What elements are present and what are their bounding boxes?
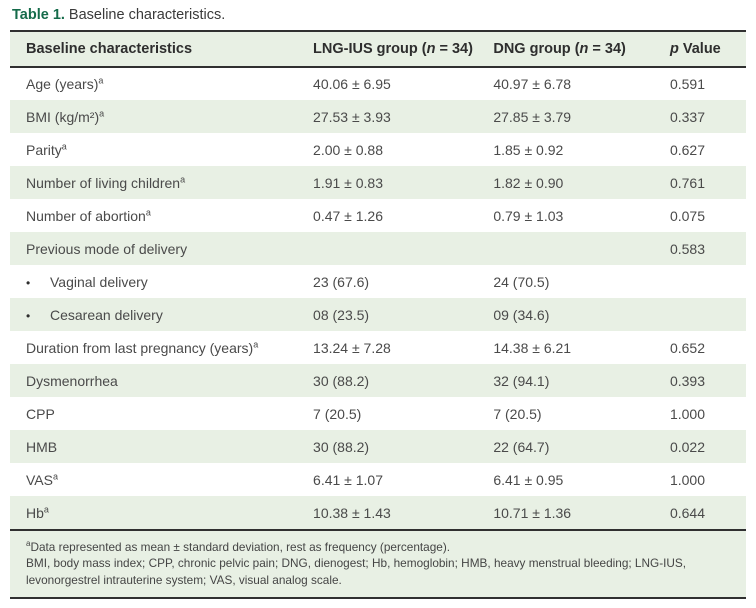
dng-value: 1.85 ± 0.92 [493, 141, 564, 158]
header-lng-ius-group: LNG-IUS group (n = 34) [297, 31, 478, 68]
lng-ius-value: 08 (23.5) [297, 298, 478, 331]
table-row: Dysmenorrhea 30 (88.2) 32 (94.1) 0.393 [10, 364, 746, 397]
lng-ius-value: 23 (67.6) [313, 273, 370, 290]
table-number: Table 1. [12, 7, 65, 23]
p-value: 0.591 [669, 76, 706, 92]
dng-value: 22 (64.7) [477, 430, 654, 463]
p-value: 0.393 [653, 364, 746, 397]
lng-ius-value [297, 232, 478, 265]
footnote-marker: a [253, 338, 259, 349]
p-value: 1.000 [669, 471, 706, 488]
lng-ius-value: 13.24 ± 7.28 [313, 339, 391, 356]
footnote-marker: a [180, 173, 186, 184]
dng-value: 09 (34.6) [477, 298, 654, 331]
row-label: HMB [10, 430, 298, 463]
p-value: 0.627 [669, 141, 706, 158]
footnote-marker: a [26, 539, 31, 549]
row-label: CPP [26, 405, 55, 422]
lng-ius-value: 7 (20.5) [313, 405, 362, 422]
lng-ius-value: 27.53 ± 3.93 [297, 100, 478, 133]
header-row: Baseline characteristics LNG-IUS group (… [10, 31, 746, 68]
lng-ius-value: 30 (88.2) [297, 430, 478, 463]
footnote-marker: a [61, 140, 67, 151]
row-label: Number of living childrena [10, 166, 298, 199]
table-row: Number of living childrena 1.91 ± 0.83 1… [10, 166, 746, 199]
table-body: Age (years)a 40.06 ± 6.95 40.97 ± 6.78 0… [10, 67, 746, 529]
header-dng-group: DNG group (n = 34) [477, 31, 654, 68]
dng-value: 32 (94.1) [477, 364, 654, 397]
table-footnote: aData represented as mean ± standard dev… [10, 529, 746, 599]
p-value: 0.022 [653, 430, 746, 463]
lng-ius-value: 0.47 ± 1.26 [313, 207, 383, 224]
table-row: Previous mode of delivery 0.583 [10, 232, 746, 265]
dng-value: 1.82 ± 0.90 [477, 166, 654, 199]
table-row: Age (years)a 40.06 ± 6.95 40.97 ± 6.78 0… [10, 67, 746, 100]
lng-ius-value: 1.91 ± 0.83 [297, 166, 478, 199]
p-value: 0.644 [653, 496, 746, 529]
row-label: Dysmenorrhea [10, 364, 298, 397]
table-row: VASa 6.41 ± 1.07 6.41 ± 0.95 1.000 [10, 463, 746, 496]
header-baseline-characteristics: Baseline characteristics [10, 31, 298, 68]
footnote-marker: a [98, 75, 104, 86]
table-row: BMI (kg/m²)a 27.53 ± 3.93 27.85 ± 3.79 0… [10, 100, 746, 133]
p-value [653, 298, 746, 331]
row-label: • Cesarean delivery [10, 298, 298, 331]
p-value: 0.761 [653, 166, 746, 199]
dng-value: 24 (70.5) [493, 273, 550, 290]
lng-ius-value: 10.38 ± 1.43 [297, 496, 478, 529]
p-value: 0.583 [653, 232, 746, 265]
table-row: HMB 30 (88.2) 22 (64.7) 0.022 [10, 430, 746, 463]
table-row: • Vaginal delivery 23 (67.6) 24 (70.5) [10, 265, 746, 298]
lng-ius-value: 40.06 ± 6.95 [313, 76, 391, 92]
table-row: Number of abortiona 0.47 ± 1.26 0.79 ± 1… [10, 199, 746, 232]
lng-ius-value: 2.00 ± 0.88 [313, 141, 383, 158]
baseline-characteristics-table: Baseline characteristics LNG-IUS group (… [10, 30, 746, 529]
row-label: Hba [10, 496, 298, 529]
footnote-line-2: BMI, body mass index; CPP, chronic pelvi… [26, 556, 687, 587]
header-p-value: p Value [653, 31, 746, 68]
table-row: • Cesarean delivery 08 (23.5) 09 (34.6) [10, 298, 746, 331]
dng-value: 27.85 ± 3.79 [477, 100, 654, 133]
p-value [654, 265, 746, 298]
table-title: Baseline characteristics. [68, 7, 226, 23]
table-row: CPP 7 (20.5) 7 (20.5) 1.000 [10, 397, 746, 430]
p-value: 0.075 [669, 207, 706, 224]
row-label: Duration from last pregnancy (years)a [26, 338, 259, 356]
footnote-line-1: aData represented as mean ± standard dev… [26, 539, 451, 554]
lng-ius-value: 30 (88.2) [297, 364, 478, 397]
row-label: BMI (kg/m²)a [10, 100, 298, 133]
table-caption: Table 1. Baseline characteristics. [10, 7, 746, 23]
dng-value: 14.38 ± 6.21 [493, 339, 572, 356]
p-value: 1.000 [669, 405, 706, 422]
row-label: VASa [26, 470, 58, 488]
footnote-marker: a [43, 503, 49, 514]
dng-value: 6.41 ± 0.95 [493, 471, 564, 488]
p-value: 0.337 [653, 100, 746, 133]
table-header: Baseline characteristics LNG-IUS group (… [10, 31, 746, 68]
row-label: Paritya [26, 140, 67, 158]
row-label: Age (years)a [26, 75, 104, 92]
lng-ius-value: 6.41 ± 1.07 [313, 471, 383, 488]
table-row: Paritya 2.00 ± 0.88 1.85 ± 0.92 0.627 [10, 133, 746, 166]
footnote-marker: a [52, 470, 58, 481]
dng-value: 7 (20.5) [493, 405, 542, 422]
p-value: 0.652 [669, 339, 706, 356]
row-label: • Vaginal delivery [26, 273, 148, 290]
row-label: Previous mode of delivery [10, 232, 298, 265]
footnote-marker: a [99, 107, 105, 118]
dng-value: 40.97 ± 6.78 [493, 76, 572, 92]
table-row: Duration from last pregnancy (years)a 13… [10, 331, 746, 364]
dng-value [477, 232, 654, 265]
row-label: Number of abortiona [26, 206, 151, 224]
bullet-icon: • [26, 308, 31, 323]
bullet-icon: • [26, 275, 31, 290]
table-row: Hba 10.38 ± 1.43 10.71 ± 1.36 0.644 [10, 496, 746, 529]
dng-value: 0.79 ± 1.03 [493, 207, 564, 224]
footnote-marker: a [145, 206, 151, 217]
dng-value: 10.71 ± 1.36 [477, 496, 654, 529]
